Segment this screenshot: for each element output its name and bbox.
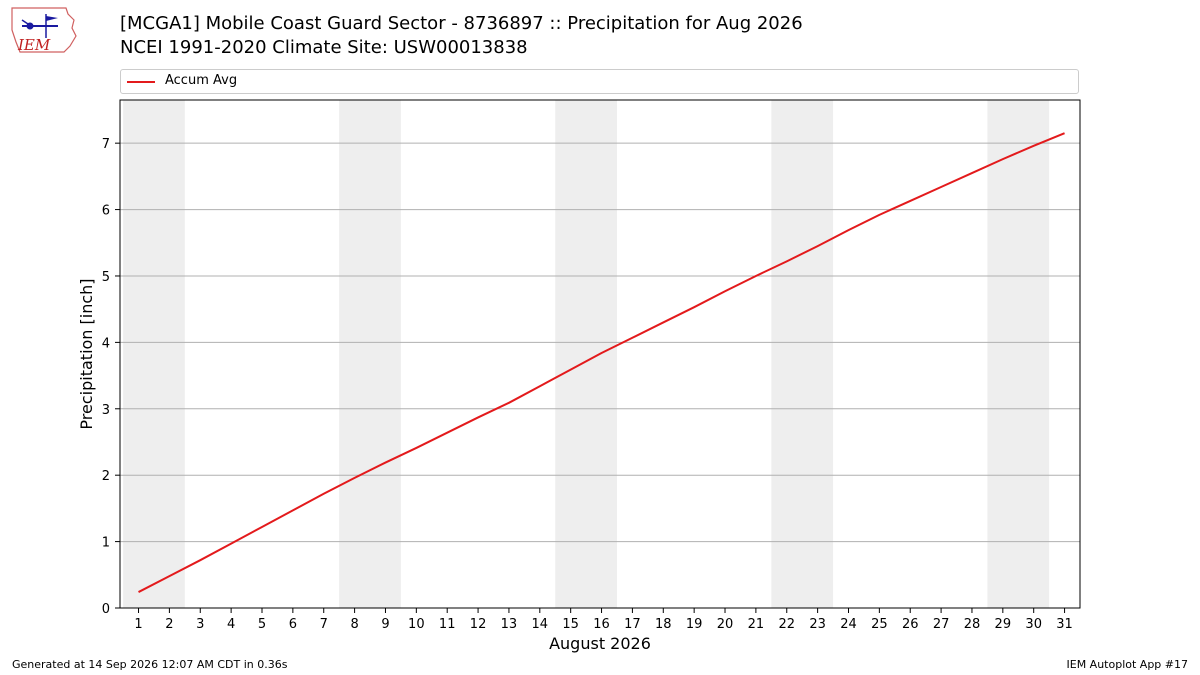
- x-tick-label-21: 21: [748, 617, 765, 632]
- weekend-band-1: [123, 100, 185, 608]
- x-tick-label-18: 18: [655, 617, 672, 632]
- y-tick-label-7: 7: [102, 137, 110, 152]
- x-tick-label-10: 10: [408, 617, 425, 632]
- x-tick-label-11: 11: [439, 617, 456, 632]
- x-tick-label-15: 15: [562, 617, 579, 632]
- x-axis: 1 2 3 4 5 6 7 8 9 10 11 12 13 14 15 16 17 18 19 20 21 22 23 24 2…: [134, 608, 1073, 632]
- generated-timestamp: Generated at 14 Sep 2026 12:07 AM CDT in…: [12, 658, 288, 671]
- x-tick-label-6: 6: [289, 617, 297, 632]
- chart-title: [MCGA1] Mobile Coast Guard Sector - 8736…: [120, 12, 803, 60]
- x-axis-label: August 2026: [549, 634, 651, 653]
- x-tick-label-30: 30: [1025, 617, 1042, 632]
- x-tick-label-17: 17: [624, 617, 641, 632]
- y-axis-label: Precipitation [inch]: [77, 278, 96, 429]
- y-tick-label-2: 2: [102, 469, 110, 484]
- weekend-bands: [123, 100, 1050, 608]
- x-tick-label-22: 22: [778, 617, 795, 632]
- x-tick-label-14: 14: [532, 617, 549, 632]
- plot-frame: [119, 99, 1081, 609]
- x-tick-label-5: 5: [258, 617, 266, 632]
- x-tick-label-29: 29: [995, 617, 1012, 632]
- app-label: IEM Autoplot App #17: [1066, 658, 1189, 671]
- y-tick-label-3: 3: [102, 403, 110, 418]
- y-tick-label-0: 0: [102, 602, 110, 617]
- x-tick-label-13: 13: [501, 617, 518, 632]
- weekend-band-4: [771, 100, 834, 608]
- x-tick-label-31: 31: [1056, 617, 1073, 632]
- x-tick-label-8: 8: [350, 617, 358, 632]
- legend-label: Accum Avg: [165, 73, 238, 88]
- x-tick-label-7: 7: [320, 617, 328, 632]
- legend-swatch: [127, 81, 155, 83]
- y-tick-label-1: 1: [102, 536, 110, 551]
- x-tick-label-28: 28: [964, 617, 981, 632]
- x-tick-label-16: 16: [593, 617, 610, 632]
- weekend-band-2: [339, 100, 401, 608]
- x-tick-label-12: 12: [470, 617, 487, 632]
- iem-logo: IEM: [8, 6, 80, 58]
- x-tick-label-23: 23: [809, 617, 826, 632]
- legend: Accum Avg: [120, 69, 1079, 94]
- series-layer: [138, 132, 1065, 593]
- x-tick-label-4: 4: [227, 617, 235, 632]
- title-line-2: NCEI 1991-2020 Climate Site: USW00013838: [120, 37, 528, 58]
- x-tick-label-26: 26: [902, 617, 919, 632]
- weekend-band-3: [555, 100, 617, 608]
- y-tick-label-4: 4: [102, 336, 110, 351]
- x-tick-label-25: 25: [871, 617, 888, 632]
- x-tick-label-1: 1: [134, 617, 142, 632]
- y-axis: 0 1 2 3 4 5 6 7: [102, 137, 120, 617]
- x-tick-label-2: 2: [165, 617, 173, 632]
- x-tick-label-20: 20: [717, 617, 734, 632]
- y-tick-label-6: 6: [102, 204, 110, 219]
- x-tick-label-24: 24: [840, 617, 857, 632]
- series-line-accum-avg: [138, 132, 1065, 593]
- x-tick-label-27: 27: [933, 617, 950, 632]
- logo-text: IEM: [17, 36, 51, 54]
- title-line-1: [MCGA1] Mobile Coast Guard Sector - 8736…: [120, 13, 803, 34]
- x-tick-label-3: 3: [196, 617, 204, 632]
- y-tick-label-5: 5: [102, 270, 110, 285]
- x-tick-label-19: 19: [686, 617, 703, 632]
- x-tick-label-9: 9: [381, 617, 389, 632]
- weekend-band-5: [987, 100, 1050, 608]
